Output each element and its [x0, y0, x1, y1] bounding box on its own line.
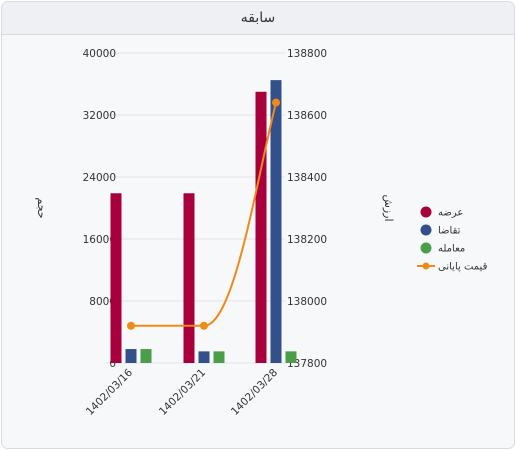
y-right-tick-label: 138000	[287, 296, 327, 308]
bar-1-0	[183, 193, 195, 363]
legend-label: معامله	[438, 244, 465, 255]
y-left-tick-label: 24000	[83, 172, 116, 184]
y-right-tick-label: 138200	[287, 234, 327, 246]
y-left-tick-label: 0	[109, 358, 116, 370]
y-left-tick-label: 32000	[83, 110, 116, 122]
x-tick-label: 1402/03/21	[157, 367, 208, 418]
y-left-axis-title: حجم	[35, 197, 48, 218]
bar-2-2	[285, 351, 297, 363]
line-point-1	[200, 321, 208, 330]
y-left-tick-label: 16000	[83, 234, 116, 246]
line-series	[131, 102, 277, 327]
bar-2-1	[270, 80, 282, 363]
bar-0-0	[110, 193, 122, 363]
panel-title: سابقه	[2, 2, 514, 35]
legend-line-dot	[422, 262, 430, 270]
legend-marker	[420, 242, 432, 254]
bar-0-2	[140, 349, 152, 363]
legend-label: قیمت پایانی	[438, 262, 488, 273]
legend-label: عرضه	[438, 208, 463, 219]
y-right-tick-label: 137800	[287, 358, 327, 370]
bar-0-1	[125, 349, 137, 363]
y-left-tick-label: 40000	[83, 48, 116, 60]
line-point-0	[127, 321, 135, 330]
x-tick-label: 1402/03/16	[84, 366, 136, 418]
y-right-axis-title: ارزش	[382, 194, 395, 221]
bar-2-0	[255, 91, 267, 363]
bar-1-1	[198, 351, 210, 363]
legend-marker	[420, 224, 432, 236]
y-right-tick-label: 138400	[287, 172, 327, 184]
x-tick-label: 1402/03/28	[229, 367, 280, 418]
y-right-tick-label: 138800	[287, 48, 327, 60]
legend-marker	[420, 206, 432, 218]
legend-label: تقاضا	[438, 226, 461, 237]
line-point-2	[272, 98, 280, 107]
y-right-tick-label: 138600	[287, 110, 327, 122]
y-left-tick-label: 8000	[89, 296, 116, 308]
bar-1-2	[213, 351, 225, 363]
